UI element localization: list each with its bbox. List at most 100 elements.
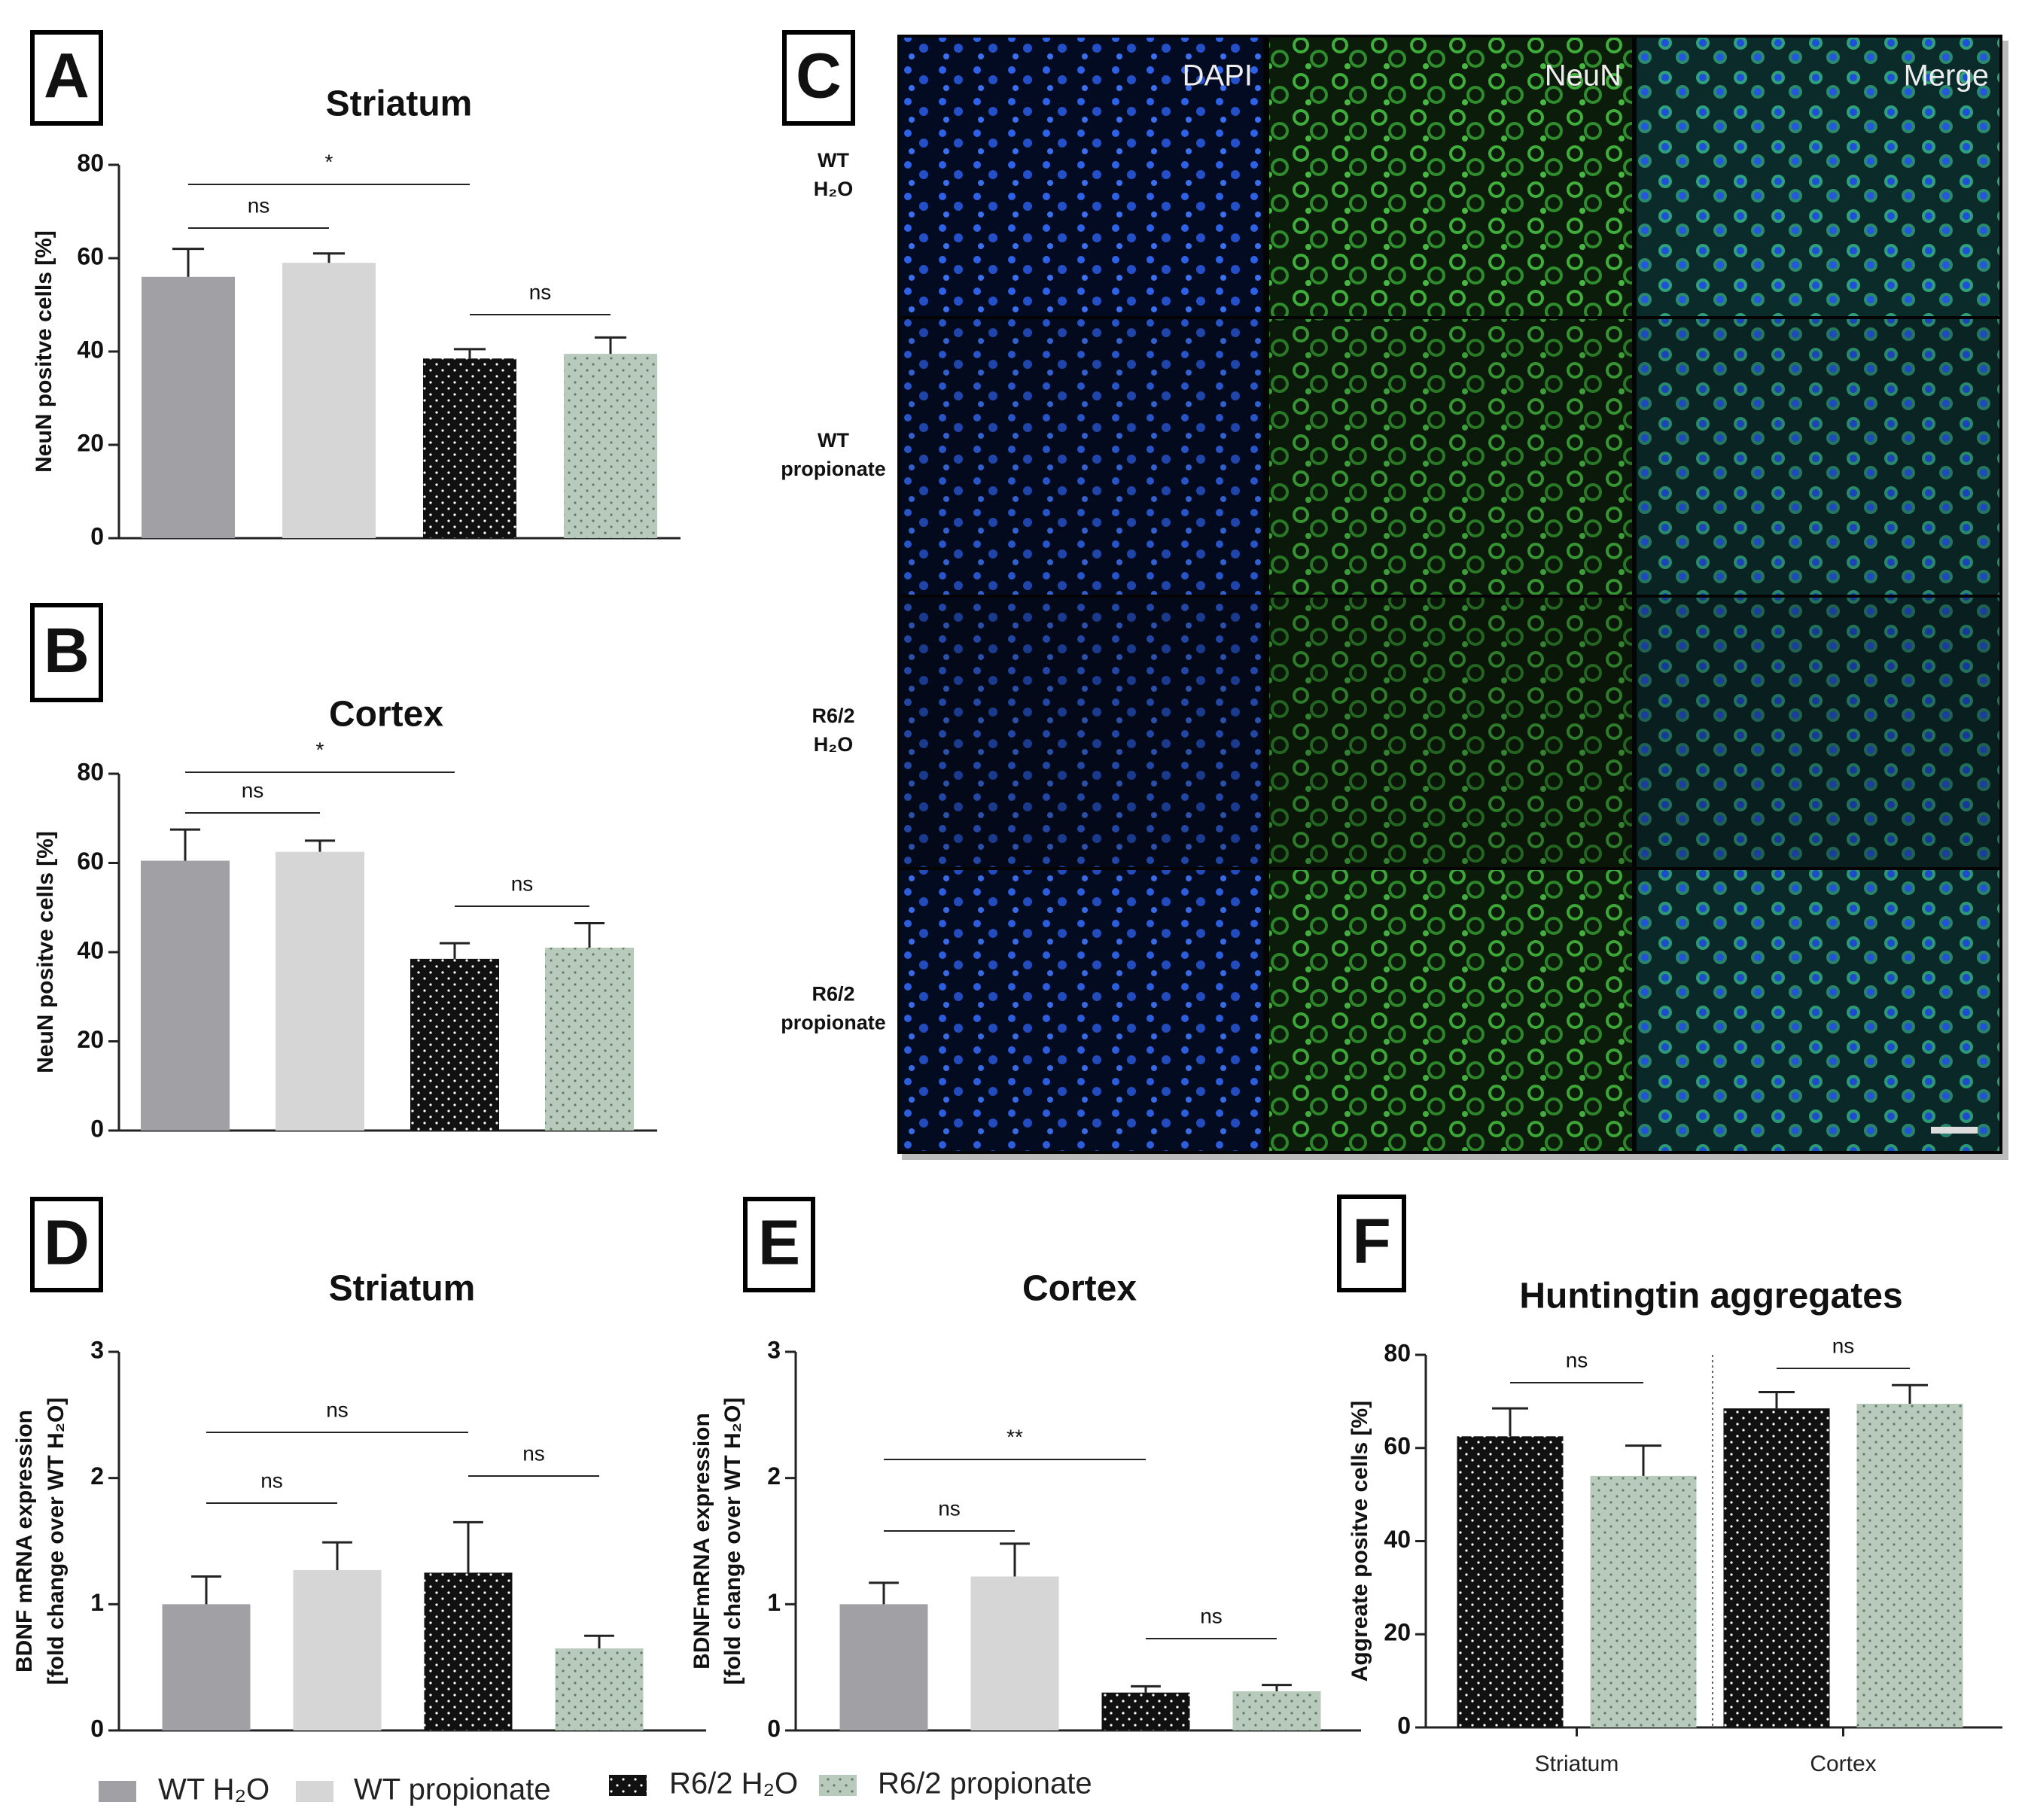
comparison-label: ns — [326, 1398, 349, 1421]
bar — [410, 958, 499, 1131]
micrograph — [1269, 319, 1632, 595]
panel-letter: E — [758, 1207, 800, 1278]
y-tick-label: 1 — [90, 1589, 104, 1616]
panel-letter-box — [743, 1197, 815, 1292]
legend-swatch — [819, 1775, 857, 1796]
panel-letter-box — [30, 30, 103, 126]
bar — [555, 1648, 644, 1730]
y-tick-label: 40 — [77, 336, 104, 363]
row-label: WT — [818, 429, 849, 452]
micrograph — [900, 319, 1263, 595]
y-tick-label: 0 — [90, 522, 104, 549]
x-tick-label: Cortex — [1810, 1752, 1876, 1776]
row-label: R6/2 — [812, 983, 854, 1006]
y-tick-label: 0 — [767, 1715, 781, 1742]
comparison-label: ns — [1832, 1334, 1855, 1357]
y-tick-label: 3 — [90, 1336, 104, 1363]
y-tick-label: 0 — [1397, 1712, 1411, 1739]
panel-letter: C — [796, 41, 842, 111]
column-label: DAPI — [1183, 59, 1253, 93]
panel-letter-box — [1337, 1195, 1406, 1292]
column-label: NeuN — [1545, 59, 1622, 93]
y-axis-label: BDNFmRNA expression — [690, 1413, 714, 1669]
legend-label: WT H₂O — [158, 1773, 269, 1806]
micrograph — [900, 598, 1263, 867]
micrograph — [1269, 38, 1632, 316]
y-tick-label: 20 — [1384, 1619, 1411, 1646]
y-tick-label: 80 — [77, 758, 104, 785]
y-tick-label: 3 — [767, 1336, 781, 1363]
micrograph — [900, 870, 1263, 1151]
y-tick-label: 60 — [77, 848, 104, 875]
bar — [142, 276, 235, 538]
bar — [1590, 1475, 1697, 1727]
micrograph — [1637, 319, 1999, 595]
micrograph — [1269, 598, 1632, 867]
row-label: propionate — [781, 458, 886, 480]
micrograph — [1637, 870, 1999, 1151]
micrograph — [1269, 870, 1632, 1151]
row-label: R6/2 — [812, 705, 854, 727]
bar — [424, 1572, 513, 1730]
panel-letter-box — [30, 1197, 103, 1292]
chart-title: Cortex — [1022, 1269, 1137, 1309]
y-axis-label: BDNF mRNA expression — [12, 1410, 37, 1672]
legend-swatch — [296, 1781, 333, 1802]
x-tick-label: Striatum — [1535, 1752, 1619, 1776]
bar — [1856, 1403, 1963, 1727]
bar — [564, 354, 657, 538]
comparison-label: * — [316, 738, 324, 761]
panel-letter: A — [44, 41, 90, 111]
bar — [1232, 1691, 1321, 1730]
chart-title: Cortex — [329, 695, 443, 735]
comparison-label: ns — [260, 1468, 283, 1492]
bar — [162, 1604, 251, 1730]
row-label: H₂O — [814, 733, 854, 756]
legend-label: R6/2 H₂O — [669, 1767, 798, 1800]
y-tick-label: 80 — [1384, 1339, 1411, 1366]
row-label: propionate — [781, 1012, 886, 1034]
comparison-label: ns — [511, 872, 534, 895]
micrograph — [900, 38, 1263, 316]
y-axis-label: NeuN positve cells [%] — [33, 831, 58, 1073]
y-axis-label: [fold change over WT H₂O] — [44, 1398, 69, 1685]
y-axis-label: NeuN positve cells [%] — [32, 230, 56, 473]
comparison-label: ns — [242, 778, 264, 802]
panel-letter-box — [30, 603, 103, 702]
y-tick-label: 0 — [90, 1715, 104, 1742]
y-tick-label: 2 — [767, 1462, 781, 1490]
y-tick-label: 20 — [77, 429, 104, 456]
legend-swatch — [99, 1781, 136, 1802]
bar — [293, 1570, 382, 1730]
bar — [141, 860, 230, 1131]
row-label: H₂O — [814, 178, 854, 200]
panel-letter: F — [1352, 1206, 1390, 1277]
y-tick-label: 60 — [77, 242, 104, 269]
bar — [1457, 1436, 1564, 1727]
y-tick-label: 40 — [77, 936, 104, 963]
panel-letter: D — [44, 1207, 90, 1278]
comparison-label: ns — [1200, 1604, 1223, 1627]
bar — [1101, 1692, 1190, 1730]
chart-title: Huntingtin aggregates — [1519, 1277, 1902, 1316]
panel-letter-box — [782, 30, 855, 126]
y-tick-label: 1 — [767, 1589, 781, 1616]
bar — [1723, 1408, 1830, 1727]
chart-title: Striatum — [329, 1269, 476, 1309]
comparison-label: ns — [248, 193, 270, 217]
y-tick-label: 60 — [1384, 1432, 1411, 1459]
y-tick-label: 2 — [90, 1462, 104, 1490]
comparison-label: ns — [529, 280, 552, 303]
legend-swatch — [609, 1775, 647, 1796]
chart-title: Striatum — [326, 84, 473, 124]
y-axis-label: Aggreate positve cells [%] — [1347, 1401, 1372, 1682]
micrograph — [1637, 38, 1999, 316]
comparison-label: ns — [522, 1441, 545, 1465]
bar — [423, 358, 516, 538]
bar — [970, 1576, 1059, 1730]
panel-letter: B — [44, 615, 90, 686]
bar — [282, 263, 376, 538]
legend-label: R6/2 propionate — [878, 1767, 1092, 1800]
y-tick-label: 0 — [90, 1115, 104, 1142]
scale-bar — [1931, 1127, 1978, 1134]
